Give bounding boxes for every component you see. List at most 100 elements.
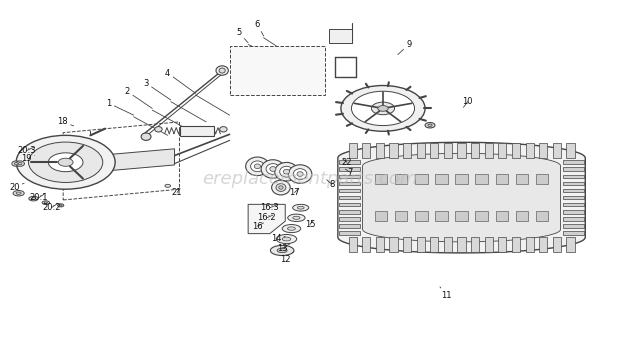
Bar (476, 211, 488, 221)
Text: 4: 4 (165, 69, 195, 93)
Ellipse shape (275, 163, 298, 181)
Bar (339, 224, 360, 228)
Ellipse shape (282, 224, 301, 233)
Polygon shape (363, 153, 560, 242)
Text: 21: 21 (172, 188, 182, 197)
Bar (495, 211, 508, 221)
Ellipse shape (219, 68, 225, 73)
Ellipse shape (48, 153, 83, 172)
Text: 12: 12 (280, 251, 294, 264)
Bar (516, 211, 528, 221)
Bar (566, 143, 575, 158)
Bar (512, 143, 520, 158)
Bar (430, 237, 438, 252)
Bar (339, 210, 360, 214)
Ellipse shape (58, 204, 64, 207)
Bar (485, 237, 493, 252)
Bar (471, 143, 479, 158)
Text: 6: 6 (255, 20, 264, 36)
Bar (563, 203, 584, 207)
Bar (563, 182, 584, 185)
Ellipse shape (371, 102, 394, 115)
Bar (495, 174, 508, 184)
Ellipse shape (293, 204, 309, 211)
Bar (455, 211, 467, 221)
Ellipse shape (270, 245, 294, 256)
Bar (539, 237, 547, 252)
Ellipse shape (261, 160, 285, 178)
Bar (471, 237, 479, 252)
Text: 20:2: 20:2 (42, 203, 61, 212)
Bar (339, 174, 360, 178)
Ellipse shape (341, 86, 425, 131)
Ellipse shape (155, 127, 162, 132)
Bar (539, 143, 547, 158)
Ellipse shape (14, 163, 18, 165)
Ellipse shape (216, 66, 228, 75)
Text: 3: 3 (143, 79, 171, 100)
Ellipse shape (378, 105, 388, 111)
Ellipse shape (266, 164, 280, 174)
Text: 16:2: 16:2 (257, 213, 276, 222)
Text: 14: 14 (271, 234, 285, 242)
Bar (415, 211, 428, 221)
Bar (389, 143, 397, 158)
Bar (516, 174, 528, 184)
Bar (403, 237, 411, 252)
Bar (376, 143, 384, 158)
Text: 20:1: 20:1 (30, 193, 48, 202)
Bar (563, 174, 584, 178)
Bar (339, 167, 360, 171)
Ellipse shape (276, 184, 286, 191)
Text: 16:3: 16:3 (260, 203, 279, 212)
Bar (375, 174, 388, 184)
Ellipse shape (288, 214, 305, 221)
Ellipse shape (277, 248, 287, 252)
Bar (339, 231, 360, 235)
Bar (348, 143, 356, 158)
Bar (563, 189, 584, 192)
Ellipse shape (293, 216, 300, 219)
Ellipse shape (58, 158, 73, 166)
Bar (376, 237, 384, 252)
Bar (563, 196, 584, 199)
Bar (512, 237, 520, 252)
Ellipse shape (428, 124, 432, 126)
Bar (362, 143, 370, 158)
Ellipse shape (282, 237, 291, 241)
Text: 1: 1 (106, 99, 134, 115)
Ellipse shape (165, 184, 171, 187)
Ellipse shape (283, 169, 290, 174)
Ellipse shape (29, 142, 103, 183)
Bar (417, 143, 425, 158)
Ellipse shape (425, 123, 435, 128)
Bar (403, 143, 411, 158)
Ellipse shape (16, 192, 21, 194)
Text: 9: 9 (398, 40, 412, 54)
Bar (553, 237, 561, 252)
Text: 13: 13 (277, 244, 290, 252)
Bar (563, 160, 584, 164)
Ellipse shape (16, 161, 24, 166)
Bar (395, 174, 407, 184)
Text: 5: 5 (236, 28, 248, 43)
Bar (444, 237, 452, 252)
Ellipse shape (12, 161, 20, 166)
Bar (458, 237, 466, 252)
Ellipse shape (277, 235, 297, 244)
Bar (395, 211, 407, 221)
Bar (435, 174, 448, 184)
Bar (553, 143, 561, 158)
Bar (485, 143, 493, 158)
Ellipse shape (298, 206, 304, 209)
Bar (389, 237, 397, 252)
Bar (329, 29, 352, 43)
Text: 7: 7 (345, 168, 353, 177)
Bar (339, 160, 360, 164)
Ellipse shape (32, 198, 35, 200)
Ellipse shape (16, 135, 115, 189)
Text: 19: 19 (22, 154, 35, 163)
Ellipse shape (42, 201, 50, 204)
Bar (180, 126, 214, 136)
Text: 15: 15 (305, 220, 315, 229)
